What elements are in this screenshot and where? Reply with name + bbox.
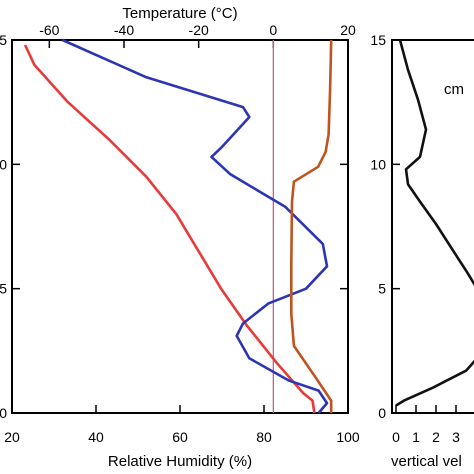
humidity-line-blue — [61, 38, 329, 414]
left-axis-ticks: -60 -40 -20 0 20 20 40 60 80 100 0 5 10 15 — [0, 22, 360, 445]
bottom-tick-label: 80 — [256, 429, 272, 445]
top-tick-label: -60 — [39, 22, 59, 38]
right-x-tick-label: 2 — [432, 429, 440, 445]
right-y-tick-label: 0 — [378, 405, 386, 421]
right-y-tick-label: 15 — [370, 32, 386, 48]
left-y-tick-label: 0 — [0, 405, 7, 421]
right-x-tick-label: 0 — [392, 429, 400, 445]
right-y-tick-label: 10 — [370, 156, 386, 172]
bottom-axis-title: Relative Humidity (%) — [108, 453, 252, 470]
left-panel: Temperature (°C) Relative Humidity (%) -… — [0, 5, 360, 470]
temperature-line-red — [23, 44, 316, 414]
left-y-tick-label: 5 — [0, 281, 7, 297]
bottom-tick-label: 100 — [336, 429, 360, 445]
right-x-tick-label: 3 — [452, 429, 460, 445]
bottom-tick-label: 20 — [4, 429, 20, 445]
top-tick-label: 0 — [269, 22, 277, 38]
bottom-tick-label: 40 — [88, 429, 104, 445]
right-x-tick-label: 1 — [412, 429, 420, 445]
top-axis-title: Temperature (°C) — [122, 5, 237, 22]
left-series-layer — [23, 38, 333, 414]
top-tick-label: -40 — [114, 22, 134, 38]
right-y-tick-label: 5 — [378, 281, 386, 297]
top-tick-label: -20 — [189, 22, 209, 38]
vertical-velocity-line — [395, 39, 474, 407]
left-y-tick-label: 10 — [0, 156, 7, 172]
bottom-tick-label: 60 — [172, 429, 188, 445]
right-series-layer — [395, 39, 474, 407]
right-axis-title: vertical vel — [391, 453, 462, 470]
right-annotation: cm — [444, 81, 464, 98]
temperature-line-orange — [289, 39, 333, 413]
top-tick-label: 20 — [340, 22, 356, 38]
right-plot-frame — [391, 39, 474, 414]
left-y-tick-label: 15 — [0, 32, 7, 48]
